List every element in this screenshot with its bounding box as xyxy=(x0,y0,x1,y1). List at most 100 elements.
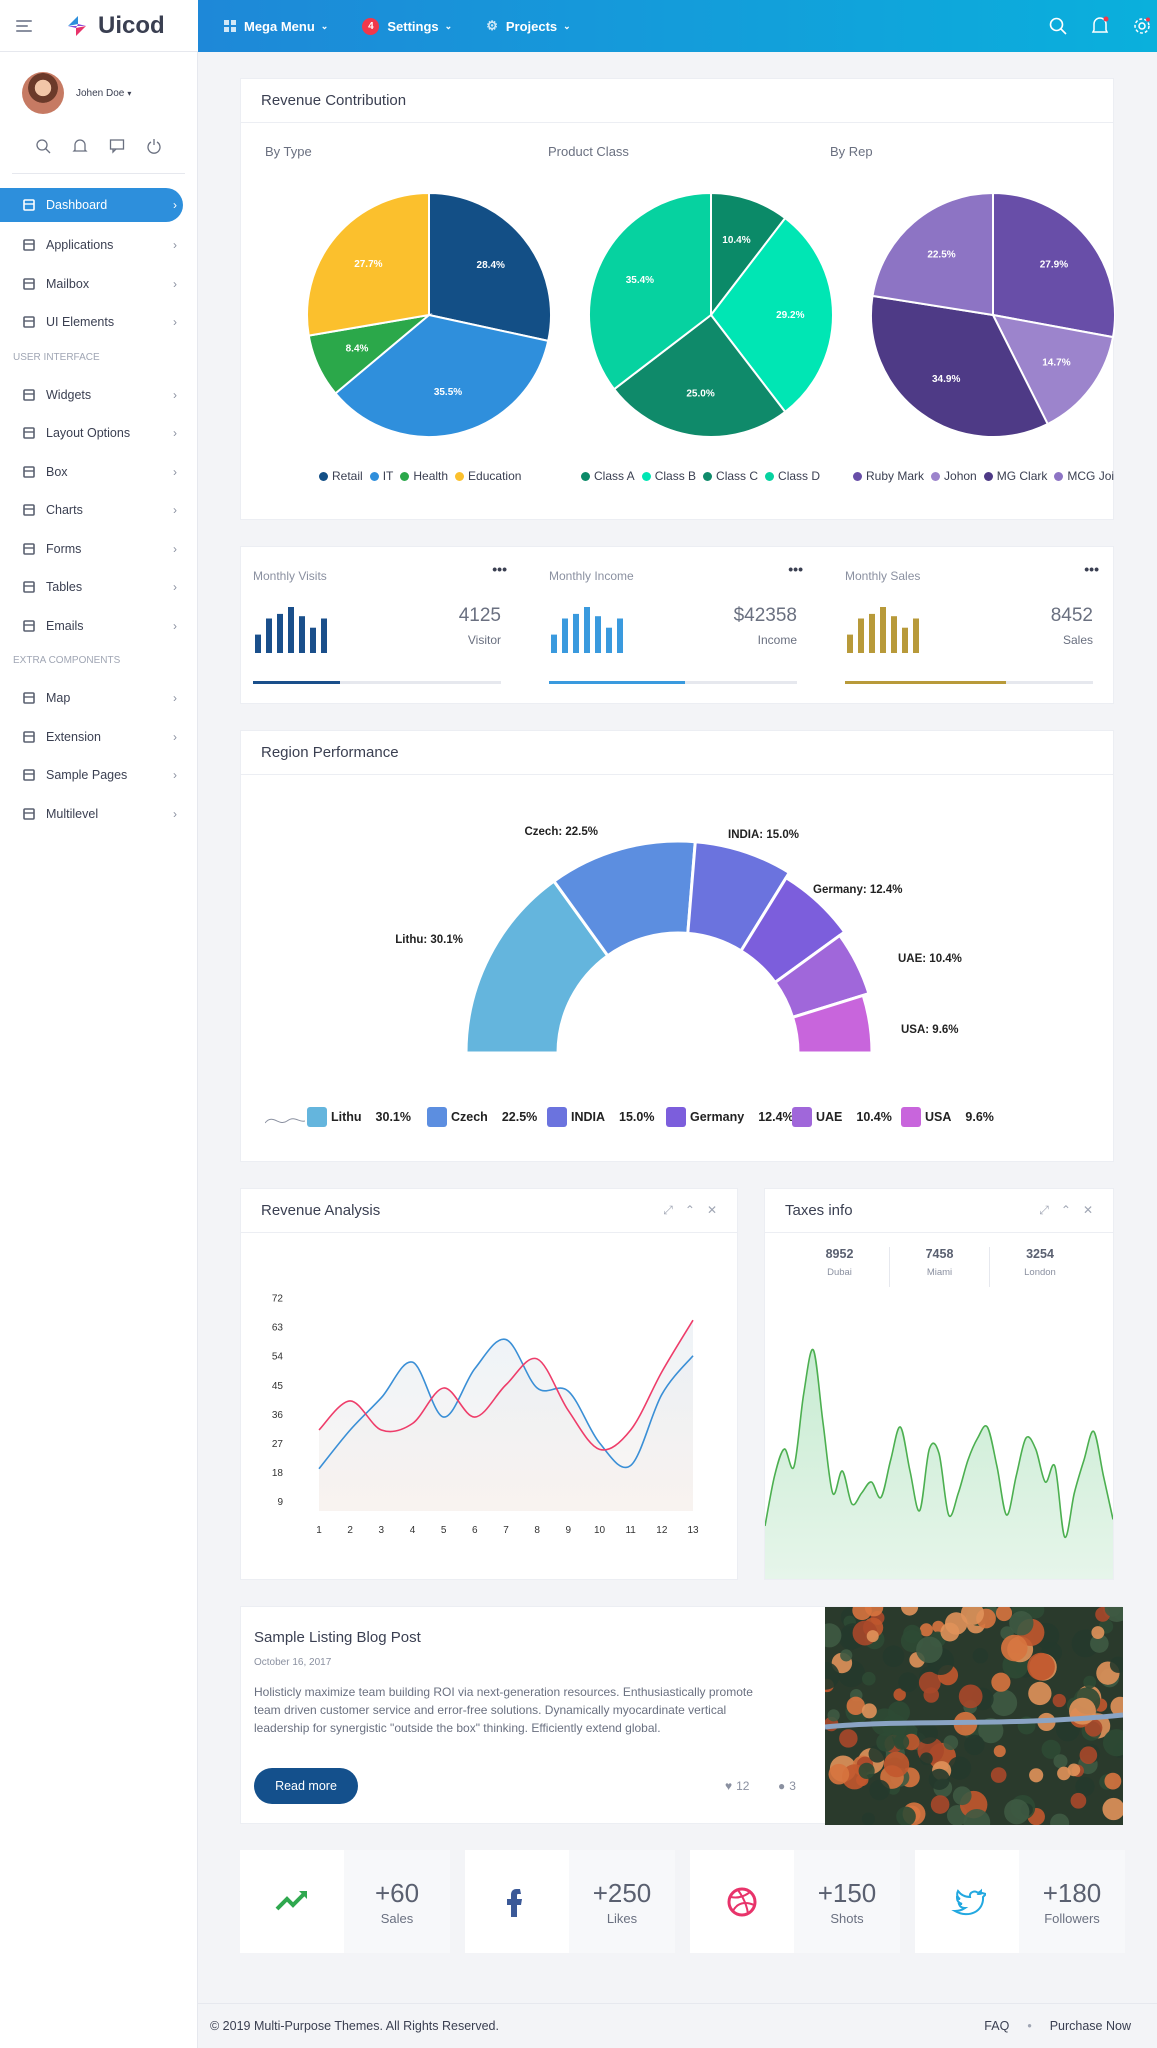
sidebar-item-forms[interactable]: Forms › xyxy=(0,530,197,569)
progress-bar xyxy=(549,681,797,684)
social-shots[interactable]: +150 Shots xyxy=(690,1850,900,1953)
pie-slice[interactable] xyxy=(991,313,1115,426)
series-line-sale[interactable] xyxy=(318,1338,694,1470)
legend-item[interactable]: Retail xyxy=(319,469,363,483)
region-segment[interactable] xyxy=(791,993,874,1055)
close-icon[interactable]: ✕ xyxy=(1082,1203,1093,1217)
sidebar: Johen Doe ▾ Dashboard › Applications › Mailbo… xyxy=(0,52,198,2048)
blog-title[interactable]: Sample Listing Blog Post xyxy=(254,1629,421,1646)
blog-image[interactable] xyxy=(825,1607,1123,1825)
collapse-icon[interactable]: ⌃ xyxy=(1060,1203,1071,1217)
pie-slice[interactable] xyxy=(428,191,552,343)
sidebar-item-widgets[interactable]: Widgets › xyxy=(0,376,197,415)
sidebar-item-box[interactable]: Box › xyxy=(0,453,197,492)
mega-menu[interactable]: Mega Menu ⌄ xyxy=(224,19,328,34)
chat-icon[interactable] xyxy=(109,138,125,159)
close-icon[interactable]: ✕ xyxy=(706,1203,717,1217)
bell-icon[interactable] xyxy=(1091,16,1109,36)
plug-icon xyxy=(22,730,36,744)
sidebar-item-ui-elements[interactable]: UI Elements › xyxy=(0,303,197,342)
legend-item[interactable]: Ruby Mark xyxy=(853,469,924,483)
sidebar-item-tables[interactable]: Tables › xyxy=(0,568,197,607)
series-line-investment[interactable] xyxy=(318,1319,694,1451)
region-segment[interactable] xyxy=(552,839,697,958)
purchase-now-link[interactable]: Purchase Now xyxy=(1049,2019,1131,2033)
legend-value: 12.4% xyxy=(758,1110,794,1124)
legend-label: Class B xyxy=(654,469,697,483)
search-icon[interactable] xyxy=(1049,17,1067,35)
pie-slice[interactable] xyxy=(588,191,712,391)
settings-menu[interactable]: 4 Settings ⌄ xyxy=(362,17,452,35)
sidebar-item-mailbox[interactable]: Mailbox › xyxy=(0,265,197,304)
region-segment[interactable] xyxy=(773,933,871,1019)
legend-item[interactable]: Class D xyxy=(765,469,820,483)
search-icon[interactable] xyxy=(35,138,51,159)
pie-slice[interactable] xyxy=(710,191,787,318)
legend-item[interactable]: Class C xyxy=(703,469,758,483)
legend-item[interactable]: Johon xyxy=(931,469,977,483)
legend-item[interactable]: MCG Joi xyxy=(1054,469,1114,483)
user-name[interactable]: Johen Doe xyxy=(76,87,125,99)
social-sales[interactable]: +60 Sales xyxy=(240,1850,450,1953)
legend-label: MG Clark xyxy=(996,469,1048,483)
legend-item[interactable]: Class A xyxy=(581,469,635,483)
tax-area-chart xyxy=(765,1348,1113,1579)
likes[interactable]: ♥ 12 xyxy=(725,1779,749,1793)
social-likes[interactable]: +250 Likes xyxy=(465,1850,675,1953)
social-followers[interactable]: +180 Followers xyxy=(915,1850,1125,1953)
pie-slice[interactable] xyxy=(870,294,1050,438)
sidebar-item-charts[interactable]: Charts › xyxy=(0,491,197,530)
expand-icon[interactable]: ⤢ xyxy=(663,1203,673,1217)
pie-slice[interactable] xyxy=(612,313,787,438)
region-legend-item[interactable]: Lithu 30.1% xyxy=(307,1107,411,1127)
region-segment[interactable] xyxy=(686,840,791,953)
sidebar-item-extension[interactable]: Extension › xyxy=(0,718,197,757)
read-more-button[interactable]: Read more xyxy=(254,1768,358,1804)
avatar[interactable] xyxy=(22,72,64,114)
region-legend-item[interactable]: INDIA 15.0% xyxy=(547,1107,654,1127)
settings-gear-icon[interactable] xyxy=(1133,17,1151,35)
sidebar-item-map[interactable]: Map › xyxy=(0,679,197,718)
mini-bar xyxy=(858,618,864,653)
legend-item[interactable]: Class B xyxy=(641,469,697,483)
dashboard-icon xyxy=(22,198,36,212)
expand-icon[interactable]: ⤢ xyxy=(1039,1203,1049,1217)
sidebar-item-layout-options[interactable]: Layout Options › xyxy=(0,414,197,453)
sidebar-item-applications[interactable]: Applications › xyxy=(0,226,197,265)
faq-link[interactable]: FAQ xyxy=(984,2019,1010,2033)
region-segment[interactable] xyxy=(739,876,847,984)
legend-item[interactable]: MG Clark xyxy=(983,469,1048,483)
legend-item[interactable]: Education xyxy=(455,469,521,483)
more-options-icon[interactable]: ••• xyxy=(492,561,507,577)
stat-unit: Income xyxy=(757,633,797,647)
sidebar-item-sample-pages[interactable]: Sample Pages › xyxy=(0,756,197,795)
sidebar-item-dashboard[interactable]: Dashboard › xyxy=(0,188,183,222)
chevron-right-icon: › xyxy=(173,768,177,783)
projects-menu[interactable]: ⚙ Projects ⌄ xyxy=(486,18,571,34)
power-icon[interactable] xyxy=(146,138,162,159)
collapse-icon[interactable]: ⌃ xyxy=(684,1203,695,1217)
legend-item[interactable]: IT xyxy=(369,469,393,483)
hamburger-menu-icon[interactable] xyxy=(16,19,34,32)
comments[interactable]: ● 3 xyxy=(778,1779,796,1793)
pie-slice[interactable] xyxy=(306,191,430,337)
region-legend-item[interactable]: USA 9.6% xyxy=(901,1107,994,1127)
pie-slice[interactable] xyxy=(709,216,834,414)
more-options-icon[interactable]: ••• xyxy=(788,561,803,577)
more-options-icon[interactable]: ••• xyxy=(1084,561,1099,577)
pie-slice[interactable] xyxy=(992,191,1115,339)
pie-slice[interactable] xyxy=(871,191,994,317)
likes-count: 12 xyxy=(736,1779,750,1793)
region-legend-item[interactable]: Germany 12.4% xyxy=(666,1107,794,1127)
sidebar-item-multilevel[interactable]: Multilevel › xyxy=(0,795,197,834)
legend-item[interactable]: Health xyxy=(400,469,448,483)
pie-slice[interactable] xyxy=(334,313,550,438)
social-label: Sales xyxy=(380,1911,414,1926)
sidebar-item-emails[interactable]: Emails › xyxy=(0,607,197,646)
region-segment[interactable] xyxy=(464,879,610,1055)
tax-line[interactable] xyxy=(765,1348,1113,1538)
region-legend-item[interactable]: UAE 10.4% xyxy=(792,1107,892,1127)
region-legend-item[interactable]: Czech 22.5% xyxy=(427,1107,537,1127)
settings-label: Settings xyxy=(387,18,439,34)
bell-icon[interactable] xyxy=(72,138,88,159)
